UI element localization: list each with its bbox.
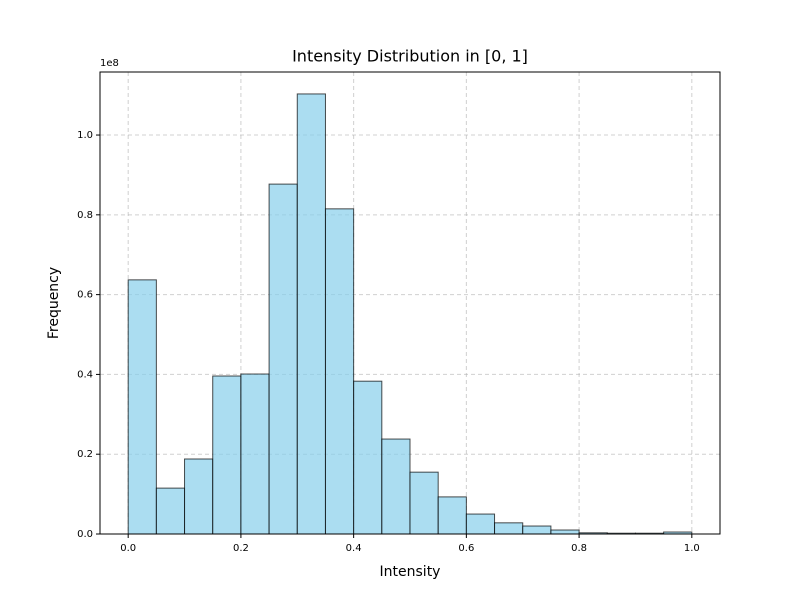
y-tick-label: 0.4 <box>77 369 93 380</box>
x-tick-label: 0.8 <box>571 543 587 554</box>
bar <box>155 487 186 535</box>
y-tick-label: 0.0 <box>77 529 93 540</box>
bar <box>437 496 467 535</box>
bar <box>522 525 552 535</box>
y-tick-label: 0.8 <box>77 210 93 221</box>
bar <box>268 183 298 535</box>
x-tick-label: 1.0 <box>684 543 700 554</box>
bar <box>465 513 496 535</box>
bar <box>409 471 439 535</box>
x-tick-label: 0.6 <box>458 543 474 554</box>
y-tick-label: 0.2 <box>77 449 93 460</box>
bar <box>324 208 355 535</box>
x-tick-label: 0.2 <box>233 543 249 554</box>
x-tick-label: 0.0 <box>120 543 136 554</box>
plot-frame <box>99 71 721 535</box>
bar <box>381 438 411 535</box>
bar <box>184 458 214 535</box>
bar <box>212 375 242 535</box>
y-tick-label: 1.0 <box>77 130 93 141</box>
y-offset-label: 1e8 <box>100 58 119 69</box>
y-axis-label: Frequency <box>46 267 62 339</box>
chart-title: Intensity Distribution in [0, 1] <box>292 47 528 66</box>
y-tick-label: 0.6 <box>77 290 93 301</box>
bar <box>127 279 157 535</box>
bar <box>494 522 524 535</box>
bar <box>296 93 326 535</box>
x-axis-label: Intensity <box>380 564 441 580</box>
x-tick-label: 0.4 <box>346 543 362 554</box>
bar <box>353 380 383 535</box>
bar <box>550 529 580 535</box>
bar <box>240 373 270 535</box>
